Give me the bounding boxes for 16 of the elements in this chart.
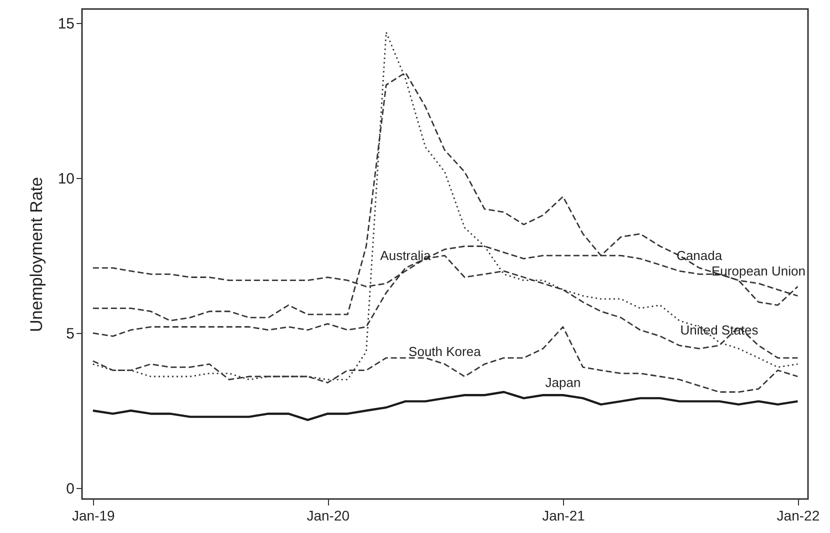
x-tick-label: Jan-20 [306, 508, 350, 524]
series-label: United States [680, 322, 759, 338]
series-label: Australia [380, 248, 432, 263]
y-axis-title: Unemployment Rate [26, 177, 46, 332]
series-label: European Union [712, 263, 806, 278]
x-tick-label: Jan-19 [72, 508, 116, 524]
series-label: Canada [676, 248, 723, 263]
series-label: Japan [545, 375, 581, 390]
line-series [92, 390, 799, 422]
y-tick-label: 10 [58, 170, 74, 188]
x-tick-label: Jan-22 [776, 508, 820, 524]
x-tick-label: Jan-21 [542, 508, 586, 524]
series-label: South Korea [408, 344, 482, 360]
y-tick-label: 15 [58, 15, 74, 32]
y-tick-label: 5 [66, 326, 74, 343]
y-tick-label: 0 [66, 480, 74, 498]
